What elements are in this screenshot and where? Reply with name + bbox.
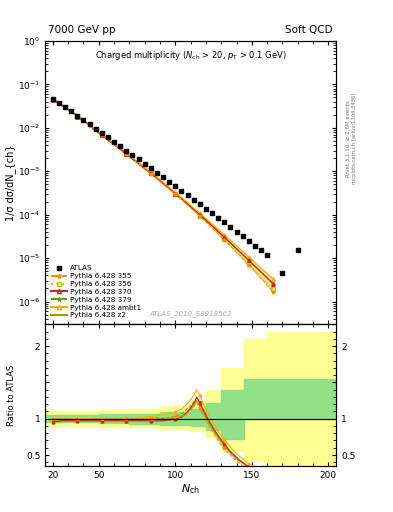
Point — [215, 214, 221, 222]
Point — [141, 160, 148, 168]
Point — [246, 237, 252, 245]
Point — [239, 232, 246, 240]
Text: mcplots.cern.ch [arXiv:1306.3436]: mcplots.cern.ch [arXiv:1306.3436] — [352, 93, 357, 184]
Point — [191, 196, 197, 204]
Point — [203, 204, 209, 212]
Point — [166, 178, 172, 186]
Point — [86, 120, 93, 129]
Point — [264, 250, 270, 259]
Text: Rivet 3.1.10, ≥ 2.6M events: Rivet 3.1.10, ≥ 2.6M events — [346, 100, 351, 177]
Point — [184, 191, 191, 199]
Y-axis label: 1/σ dσ/dN_{ch}: 1/σ dσ/dN_{ch} — [5, 144, 16, 221]
Point — [221, 218, 228, 226]
Point — [99, 129, 105, 137]
Point — [56, 98, 62, 106]
Point — [80, 116, 86, 124]
Point — [62, 103, 68, 111]
Point — [154, 168, 160, 177]
Point — [148, 164, 154, 172]
Point — [68, 107, 74, 115]
Point — [160, 173, 166, 181]
Point — [209, 209, 215, 217]
Point — [196, 200, 203, 208]
Point — [136, 155, 142, 163]
Point — [227, 223, 233, 231]
Legend: ATLAS, Pythia 6.428 355, Pythia 6.428 356, Pythia 6.428 370, Pythia 6.428 379, P: ATLAS, Pythia 6.428 355, Pythia 6.428 35… — [49, 263, 143, 321]
Y-axis label: Ratio to ATLAS: Ratio to ATLAS — [7, 365, 16, 425]
Point — [50, 95, 56, 103]
Point — [252, 242, 258, 250]
Point — [295, 246, 301, 254]
Text: Soft QCD: Soft QCD — [285, 25, 333, 35]
Point — [74, 112, 81, 120]
Point — [233, 227, 240, 236]
Point — [129, 151, 136, 159]
Point — [93, 125, 99, 133]
X-axis label: $N_\mathrm{ch}$: $N_\mathrm{ch}$ — [181, 482, 200, 496]
Point — [178, 186, 185, 195]
Text: 7000 GeV pp: 7000 GeV pp — [48, 25, 116, 35]
Point — [279, 269, 286, 278]
Text: Charged multiplicity ($N_\mathrm{ch}$ > 20, $p_\mathrm{T}$ > 0.1 GeV): Charged multiplicity ($N_\mathrm{ch}$ > … — [95, 50, 286, 62]
Point — [123, 146, 129, 155]
Point — [117, 142, 123, 150]
Point — [111, 138, 117, 146]
Point — [172, 182, 178, 190]
Point — [258, 246, 264, 254]
Point — [105, 133, 111, 141]
Text: ATLAS_2010_S8918562: ATLAS_2010_S8918562 — [149, 310, 232, 317]
